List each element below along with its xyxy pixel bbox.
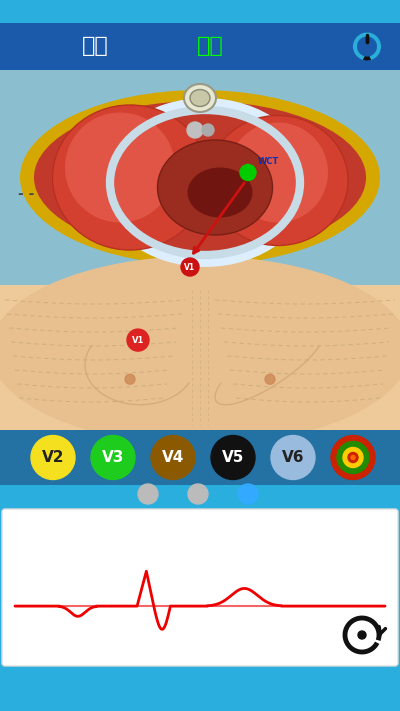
Circle shape xyxy=(211,436,255,479)
Text: V1: V1 xyxy=(184,262,196,272)
Circle shape xyxy=(31,436,75,479)
Circle shape xyxy=(331,436,375,479)
Ellipse shape xyxy=(208,115,348,245)
Circle shape xyxy=(358,631,366,639)
Text: 波形: 波形 xyxy=(82,36,108,56)
Circle shape xyxy=(343,447,363,468)
Ellipse shape xyxy=(158,140,272,235)
Text: V3: V3 xyxy=(102,450,124,465)
Circle shape xyxy=(125,374,135,384)
Ellipse shape xyxy=(65,112,175,223)
Bar xyxy=(0,23,400,70)
Circle shape xyxy=(265,374,275,384)
Bar xyxy=(0,70,400,285)
Circle shape xyxy=(91,436,135,479)
Circle shape xyxy=(240,164,256,181)
Circle shape xyxy=(271,436,315,479)
Bar xyxy=(0,430,400,485)
Ellipse shape xyxy=(34,101,366,254)
Ellipse shape xyxy=(52,105,208,250)
Text: V4: V4 xyxy=(162,450,184,465)
Circle shape xyxy=(181,258,199,276)
Ellipse shape xyxy=(228,122,328,223)
Text: V5: V5 xyxy=(222,450,244,465)
Text: WCT: WCT xyxy=(258,158,279,166)
Circle shape xyxy=(202,124,214,136)
Circle shape xyxy=(238,484,258,504)
Ellipse shape xyxy=(184,84,216,112)
Ellipse shape xyxy=(0,256,400,444)
Ellipse shape xyxy=(20,90,380,265)
Text: V1: V1 xyxy=(132,336,144,345)
Text: - -: - - xyxy=(18,186,34,201)
Circle shape xyxy=(138,484,158,504)
Circle shape xyxy=(337,442,369,474)
Bar xyxy=(0,285,400,430)
Text: V2: V2 xyxy=(42,450,64,465)
FancyBboxPatch shape xyxy=(2,509,398,666)
Circle shape xyxy=(188,484,208,504)
Ellipse shape xyxy=(190,90,210,107)
Text: 导联: 导联 xyxy=(197,36,223,56)
Circle shape xyxy=(187,122,203,138)
Circle shape xyxy=(151,436,195,479)
Circle shape xyxy=(127,329,149,351)
Ellipse shape xyxy=(188,168,252,218)
Text: V6: V6 xyxy=(282,450,304,465)
Circle shape xyxy=(351,456,355,459)
Circle shape xyxy=(348,452,358,462)
